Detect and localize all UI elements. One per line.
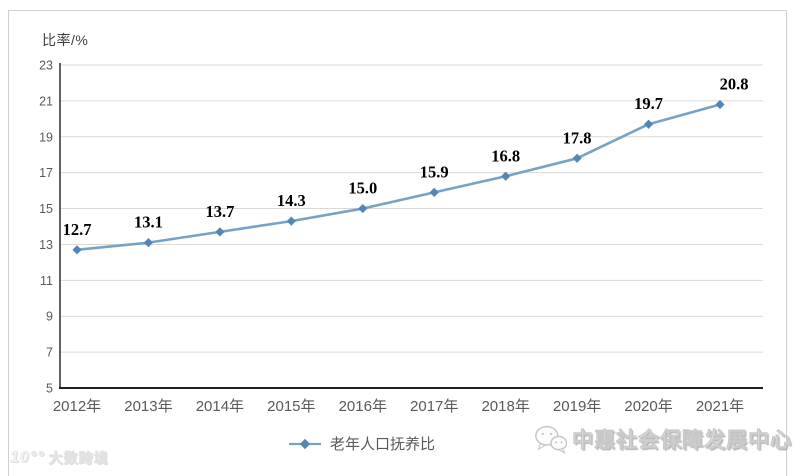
data-point-marker xyxy=(715,99,725,110)
axes xyxy=(59,63,763,389)
data-label: 20.8 xyxy=(720,74,749,93)
y-tick-label: 23 xyxy=(39,59,53,73)
y-tick-label: 11 xyxy=(40,274,53,288)
legend: 老年人口抚养比 xyxy=(288,433,435,454)
y-tick-label: 7 xyxy=(46,346,53,360)
y-tick-labels: 5 7 9 11 13 15 17 19 21 23 xyxy=(39,59,53,396)
y-tick-label: 13 xyxy=(39,238,53,252)
data-label: 15.0 xyxy=(348,179,377,198)
data-label: 12.7 xyxy=(63,220,92,239)
y-axis-title: 比率/% xyxy=(42,32,89,48)
watermark-left-text: 大数跨境 xyxy=(48,450,109,467)
data-point-marker xyxy=(429,187,439,198)
legend-label: 老年人口抚养比 xyxy=(330,436,436,453)
data-label: 17.8 xyxy=(563,128,592,147)
series-line xyxy=(76,103,721,252)
x-tick-labels: 2012年 2013年 2014年 2015年 2016年 2017年 2018年 2019年… xyxy=(53,398,744,415)
y-tick-label: 15 xyxy=(39,202,53,216)
data-label: 14.3 xyxy=(277,191,306,210)
y-tick-label: 19 xyxy=(39,130,53,144)
gridlines xyxy=(60,64,763,353)
x-tick-label: 2019年 xyxy=(553,398,601,415)
data-point-marker xyxy=(72,245,82,255)
data-point-marker xyxy=(501,171,511,181)
legend-line-marker-icon xyxy=(289,438,321,449)
x-tick-label: 2015年 xyxy=(267,398,315,415)
x-tick-label: 2016年 xyxy=(339,398,387,415)
y-tick-label: 17 xyxy=(39,166,53,180)
y-tick-label: 9 xyxy=(46,310,53,324)
data-point-marker xyxy=(358,203,368,214)
x-tick-label: 2021年 xyxy=(696,398,744,415)
data-point-markers xyxy=(72,99,725,255)
x-tick-label: 2014年 xyxy=(196,398,244,415)
data-point-marker xyxy=(643,119,654,129)
data-label: 13.1 xyxy=(134,213,163,232)
data-label: 13.7 xyxy=(205,202,234,221)
data-labels: 12.7 13.1 13.7 14.3 15.0 15.9 16.8 17.8 19.7 20.8 xyxy=(63,74,749,238)
watermark-left: 10°° 大数跨境 xyxy=(10,448,109,468)
x-tick-label: 2013年 xyxy=(124,398,172,415)
data-label: 16.8 xyxy=(491,146,520,165)
x-tick-label: 2020年 xyxy=(624,398,672,415)
data-point-marker xyxy=(286,216,296,226)
data-point-marker xyxy=(215,227,225,237)
y-tick-label: 21 xyxy=(39,94,53,108)
data-point-marker xyxy=(572,153,582,163)
watermark-right: 中惠社会保障发展中心 xyxy=(534,424,792,454)
wechat-icon xyxy=(535,425,567,454)
data-label: 15.9 xyxy=(420,162,449,181)
data-point-marker xyxy=(143,238,154,248)
data-label: 19.7 xyxy=(634,94,663,113)
y-tick-label: 5 xyxy=(46,382,53,396)
x-tick-label: 2018年 xyxy=(481,398,529,415)
x-tick-label: 2017年 xyxy=(410,398,458,415)
dashu-logo-icon: 10°° xyxy=(10,449,45,467)
watermark-right-text: 中惠社会保障发展中心 xyxy=(572,429,792,453)
x-tick-label: 2012年 xyxy=(53,398,101,415)
